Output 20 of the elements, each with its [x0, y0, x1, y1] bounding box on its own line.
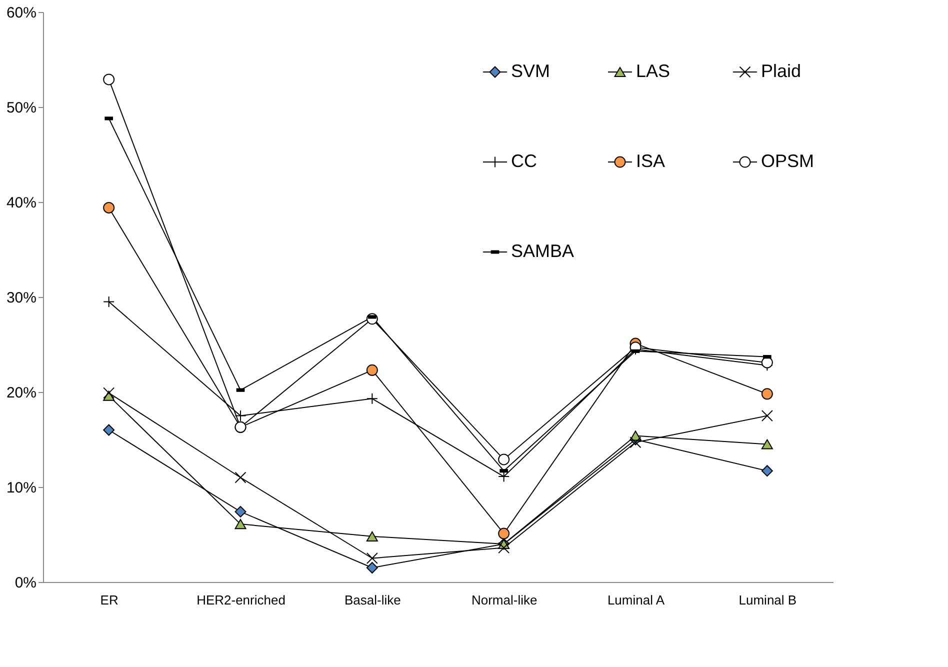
x-tick-label: ER [100, 592, 118, 608]
legend-label: CC [511, 151, 537, 171]
x-tick-label: Basal-like [344, 592, 401, 608]
legend-label: OPSM [761, 151, 814, 171]
legend-label: LAS [636, 61, 670, 81]
x-tick-label: HER2-enriched [196, 592, 286, 608]
y-tick-label: 30% [6, 290, 36, 306]
x-tick-label: Luminal A [607, 592, 665, 608]
x-tick-label: Luminal B [738, 592, 797, 608]
y-tick-label: 20% [6, 384, 36, 402]
y-tick-label: 0% [14, 574, 36, 592]
legend-label: ISA [636, 151, 666, 171]
legend-label: SAMBA [511, 241, 574, 261]
y-tick-label: 40% [6, 194, 36, 212]
y-tick-label: 50% [6, 100, 36, 116]
legend-label: Plaid [761, 61, 802, 81]
y-tick-label: 60% [6, 4, 36, 22]
x-tick-label: Normal-like [471, 592, 538, 608]
y-tick-label: 10% [6, 480, 36, 496]
legend-label: SVM [511, 61, 550, 81]
